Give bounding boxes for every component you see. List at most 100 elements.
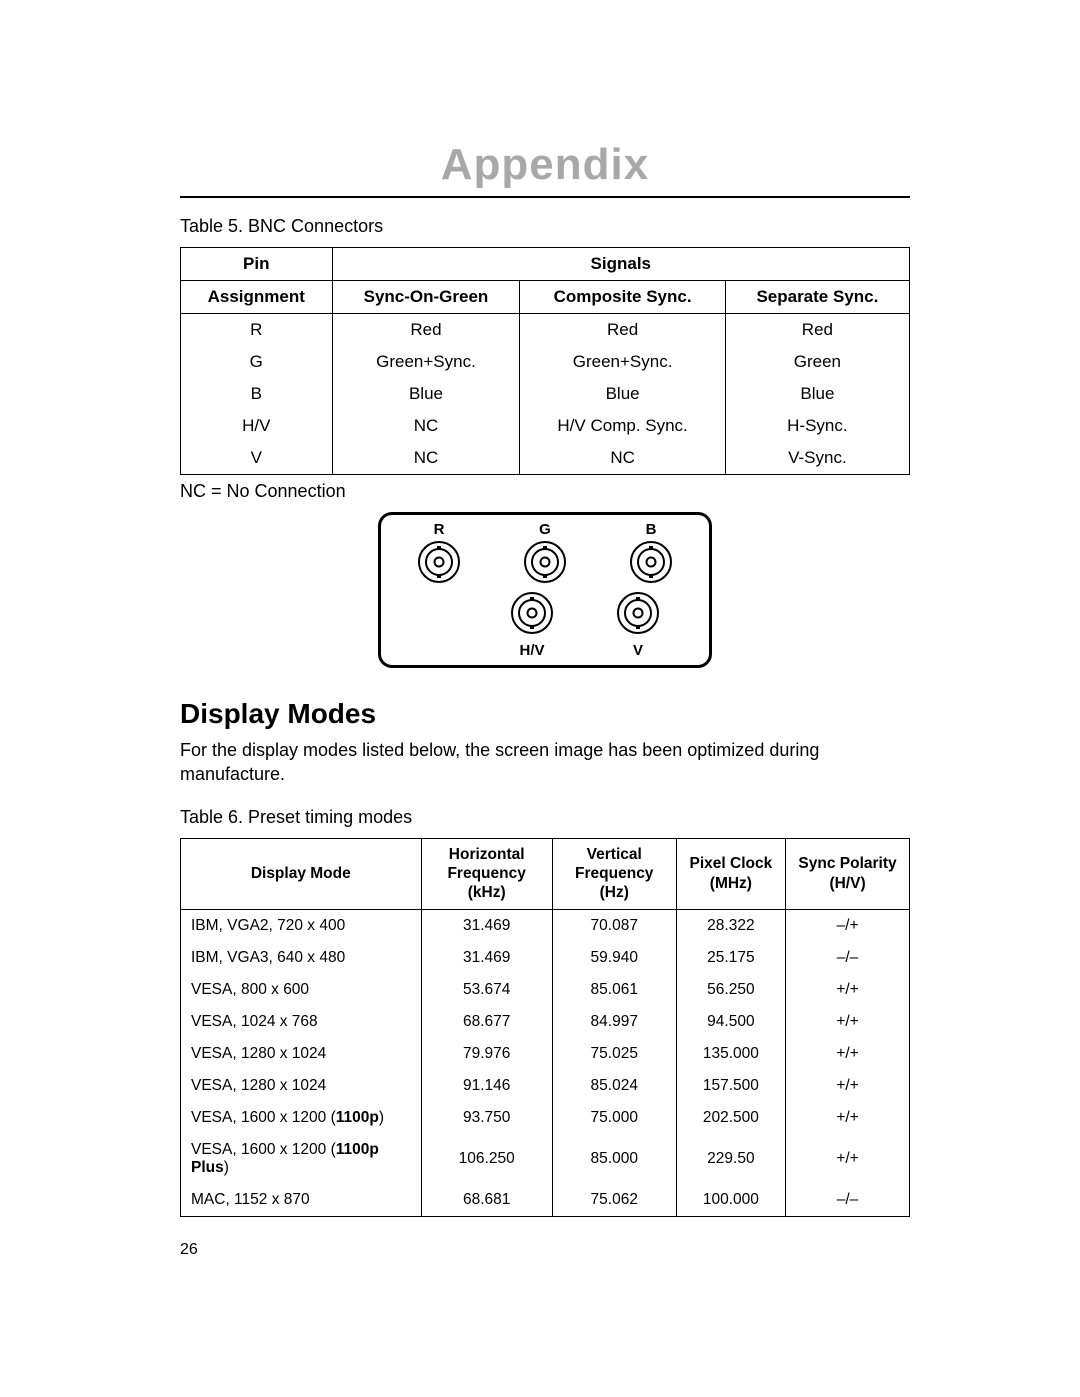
bnc-note: NC = No Connection xyxy=(180,481,910,502)
mode-value-cell: +/+ xyxy=(786,974,910,1006)
connector-g: G xyxy=(517,521,573,589)
bnc-cell: Blue xyxy=(725,378,909,410)
connector-row-top: R G xyxy=(411,521,679,589)
mode-value-cell: 100.000 xyxy=(676,1184,785,1217)
mode-value-cell: –/+ xyxy=(786,909,910,942)
bnc-connectors-table: Pin Signals Assignment Sync-On-Green Com… xyxy=(180,247,910,475)
mode-value-cell: 84.997 xyxy=(552,1006,676,1038)
bnc-col-sog: Sync-On-Green xyxy=(332,281,520,314)
bnc-cell: H-Sync. xyxy=(725,410,909,442)
mode-value-cell: 94.500 xyxy=(676,1006,785,1038)
bnc-cell: NC xyxy=(332,442,520,475)
page-number: 26 xyxy=(180,1241,910,1259)
table-row: VESA, 1600 x 1200 (1100p)93.75075.000202… xyxy=(181,1102,910,1134)
mode-cell: VESA, 1280 x 1024 xyxy=(181,1070,422,1102)
modes-col-pclock: Pixel Clock(MHz) xyxy=(676,838,785,909)
bnc-cell: Red xyxy=(725,314,909,347)
table-row: MAC, 1152 x 87068.68175.062100.000–/– xyxy=(181,1184,910,1217)
bnc-header-signals: Signals xyxy=(332,248,909,281)
mode-value-cell: 28.322 xyxy=(676,909,785,942)
mode-cell: VESA, 1280 x 1024 xyxy=(181,1038,422,1070)
mode-cell: MAC, 1152 x 870 xyxy=(181,1184,422,1217)
bnc-connector-icon xyxy=(629,540,673,584)
bnc-cell: R xyxy=(181,314,333,347)
bnc-col-separate: Separate Sync. xyxy=(725,281,909,314)
mode-value-cell: –/– xyxy=(786,1184,910,1217)
table-row: IBM, VGA2, 720 x 40031.46970.08728.322–/… xyxy=(181,909,910,942)
bnc-cell: Green xyxy=(725,346,909,378)
bnc-table-caption: Table 5. BNC Connectors xyxy=(180,216,910,237)
mode-value-cell: +/+ xyxy=(786,1102,910,1134)
bnc-cell: Green+Sync. xyxy=(332,346,520,378)
mode-value-cell: 85.024 xyxy=(552,1070,676,1102)
bnc-connector-icon xyxy=(523,540,567,584)
mode-cell: VESA, 1600 x 1200 (1100p) xyxy=(181,1102,422,1134)
connector-label: H/V xyxy=(504,642,560,659)
bnc-cell: Blue xyxy=(332,378,520,410)
mode-value-cell: 31.469 xyxy=(421,909,552,942)
bnc-cell: NC xyxy=(332,410,520,442)
mode-value-cell: 202.500 xyxy=(676,1102,785,1134)
bnc-cell: H/V Comp. Sync. xyxy=(520,410,725,442)
mode-cell: VESA, 1600 x 1200 (1100p Plus) xyxy=(181,1134,422,1184)
mode-value-cell: 56.250 xyxy=(676,974,785,1006)
mode-value-cell: 106.250 xyxy=(421,1134,552,1184)
bnc-cell: B xyxy=(181,378,333,410)
modes-col-vfreq: VerticalFrequency (Hz) xyxy=(552,838,676,909)
mode-value-cell: 79.976 xyxy=(421,1038,552,1070)
mode-value-cell: –/– xyxy=(786,942,910,974)
connector-label: G xyxy=(517,521,573,538)
display-modes-body: For the display modes listed below, the … xyxy=(180,738,910,787)
connector-label: B xyxy=(623,521,679,538)
mode-value-cell: 25.175 xyxy=(676,942,785,974)
table-row: VESA, 1600 x 1200 (1100p Plus)106.25085.… xyxy=(181,1134,910,1184)
mode-value-cell: 31.469 xyxy=(421,942,552,974)
mode-value-cell: 59.940 xyxy=(552,942,676,974)
mode-value-cell: 75.000 xyxy=(552,1102,676,1134)
title-rule xyxy=(180,196,910,198)
bnc-connector-icon xyxy=(510,591,554,635)
connector-label: V xyxy=(610,642,666,659)
modes-col-hfreq: HorizontalFrequency (kHz) xyxy=(421,838,552,909)
mode-value-cell: 75.025 xyxy=(552,1038,676,1070)
mode-value-cell: 229.50 xyxy=(676,1134,785,1184)
mode-cell: IBM, VGA2, 720 x 400 xyxy=(181,909,422,942)
bnc-cell: H/V xyxy=(181,410,333,442)
bnc-col-composite: Composite Sync. xyxy=(520,281,725,314)
table-row: VESA, 1024 x 76868.67784.99794.500+/+ xyxy=(181,1006,910,1038)
mode-value-cell: +/+ xyxy=(786,1070,910,1102)
modes-col-mode: Display Mode xyxy=(181,838,422,909)
mode-value-cell: 70.087 xyxy=(552,909,676,942)
mode-value-cell: 75.062 xyxy=(552,1184,676,1217)
table-row: VESA, 1280 x 102479.97675.025135.000+/+ xyxy=(181,1038,910,1070)
connector-v: V xyxy=(610,591,666,659)
display-modes-heading: Display Modes xyxy=(180,698,910,730)
table-row: IBM, VGA3, 640 x 48031.46959.94025.175–/… xyxy=(181,942,910,974)
modes-table-caption: Table 6. Preset timing modes xyxy=(180,807,910,828)
mode-value-cell: 93.750 xyxy=(421,1102,552,1134)
mode-cell: VESA, 1024 x 768 xyxy=(181,1006,422,1038)
connector-panel: R G xyxy=(378,512,712,668)
bnc-cell: V-Sync. xyxy=(725,442,909,475)
bnc-cell: Red xyxy=(520,314,725,347)
mode-value-cell: 157.500 xyxy=(676,1070,785,1102)
modes-col-sync: Sync Polarity(H/V) xyxy=(786,838,910,909)
preset-timing-table: Display Mode HorizontalFrequency (kHz) V… xyxy=(180,838,910,1217)
bnc-cell: Green+Sync. xyxy=(520,346,725,378)
mode-cell: VESA, 800 x 600 xyxy=(181,974,422,1006)
bnc-cell: V xyxy=(181,442,333,475)
bnc-cell: Red xyxy=(332,314,520,347)
mode-value-cell: 53.674 xyxy=(421,974,552,1006)
bnc-cell: Blue xyxy=(520,378,725,410)
table-row: VESA, 800 x 60053.67485.06156.250+/+ xyxy=(181,974,910,1006)
mode-value-cell: 91.146 xyxy=(421,1070,552,1102)
connector-hv: H/V xyxy=(504,591,560,659)
table-row: VESA, 1280 x 102491.14685.024157.500+/+ xyxy=(181,1070,910,1102)
bnc-col-assignment: Assignment xyxy=(181,281,333,314)
mode-value-cell: 68.677 xyxy=(421,1006,552,1038)
connector-label: R xyxy=(411,521,467,538)
bnc-connector-icon xyxy=(417,540,461,584)
connector-r: R xyxy=(411,521,467,589)
connector-b: B xyxy=(623,521,679,589)
mode-value-cell: 68.681 xyxy=(421,1184,552,1217)
